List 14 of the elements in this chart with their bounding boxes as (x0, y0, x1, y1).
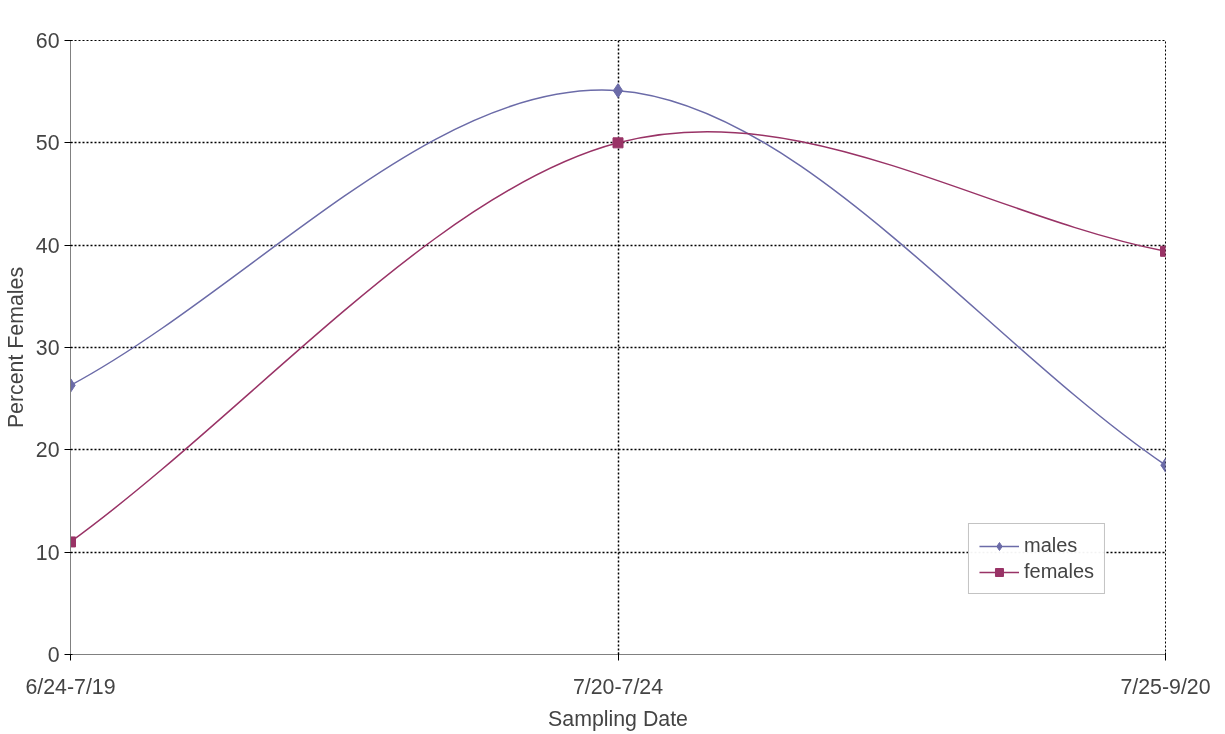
x-axis-title: Sampling Date (548, 706, 688, 731)
legend-label: females (1023, 560, 1094, 583)
x-tick-label: 7/20-7/24 (572, 674, 664, 699)
y-tick-label: 60 (35, 29, 60, 53)
y-tick-label: 40 (35, 233, 60, 258)
x-tick-label: 6/24-7/19 (25, 674, 116, 699)
y-tick-label: 20 (35, 438, 60, 463)
y-tick-label: 30 (35, 336, 60, 360)
y-tick-label: 50 (35, 131, 60, 156)
y-tick-label: 0 (47, 643, 60, 667)
y-axis-title: Percent Females (3, 266, 28, 429)
y-tick-label: 10 (35, 540, 60, 565)
x-tick-label: 7/25-9/20 (1120, 674, 1211, 699)
legend-label: males (1023, 534, 1078, 557)
